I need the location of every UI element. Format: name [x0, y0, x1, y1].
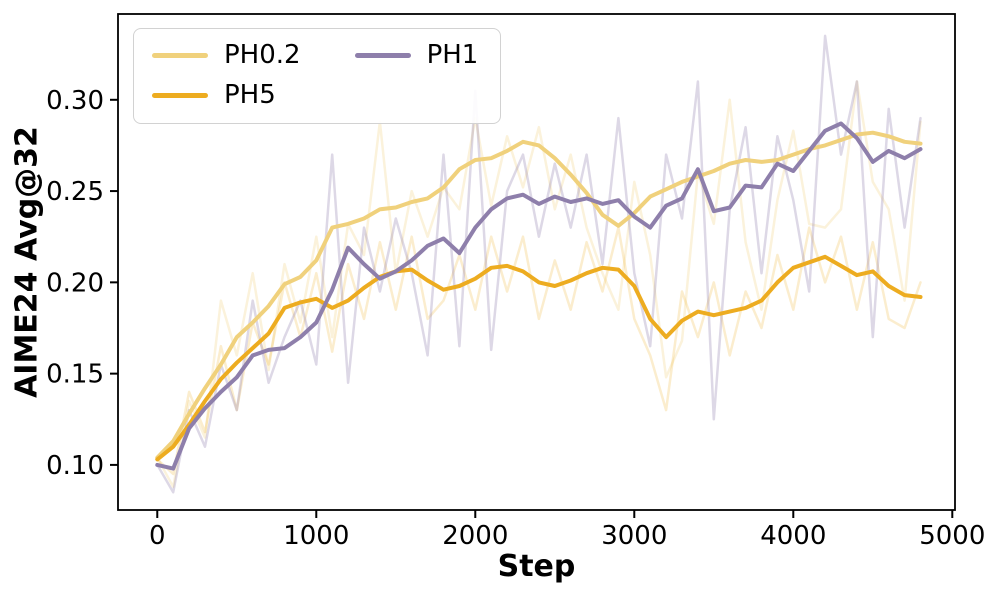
legend-label: PH1	[426, 40, 479, 70]
legend-entry-ph02: PH0.2	[152, 40, 301, 71]
legend-entry-ph1: PH1	[354, 40, 479, 71]
legend-line-swatch	[152, 53, 208, 59]
y-tick-label: 0.10	[46, 451, 104, 481]
x-tick-label: 5000	[919, 521, 985, 551]
x-tick-label: 3000	[601, 521, 667, 551]
legend-entry-ph5: PH5	[152, 79, 301, 111]
y-tick-label: 0.30	[46, 86, 104, 116]
series-ph1-smoothed-line	[155, 121, 923, 471]
y-axis-label: AIME24 Avg@32	[9, 126, 45, 398]
series-ph5-smoothed-line	[155, 254, 923, 462]
legend-line-swatch	[152, 93, 208, 99]
legend: PH0.2 PH5 PH1	[133, 28, 502, 124]
x-tick-label: 2000	[442, 521, 508, 551]
series-ph02-smoothed-line	[155, 130, 923, 460]
legend-line-swatch	[354, 53, 411, 59]
y-tick-label: 0.20	[46, 268, 104, 298]
series-ph02-raw-line	[156, 80, 922, 489]
x-tick-label: 1000	[283, 521, 349, 551]
y-tick-label: 0.25	[46, 177, 104, 207]
x-tick-label: 0	[149, 521, 166, 551]
y-tick-label: 0.15	[46, 360, 104, 390]
legend-label: PH5	[224, 79, 276, 110]
x-axis-label: Step	[497, 549, 576, 584]
series-ph1-raw-line	[156, 34, 922, 494]
x-tick-label: 4000	[760, 521, 826, 551]
plot-border	[117, 13, 956, 511]
legend-label: PH0.2	[224, 40, 301, 70]
